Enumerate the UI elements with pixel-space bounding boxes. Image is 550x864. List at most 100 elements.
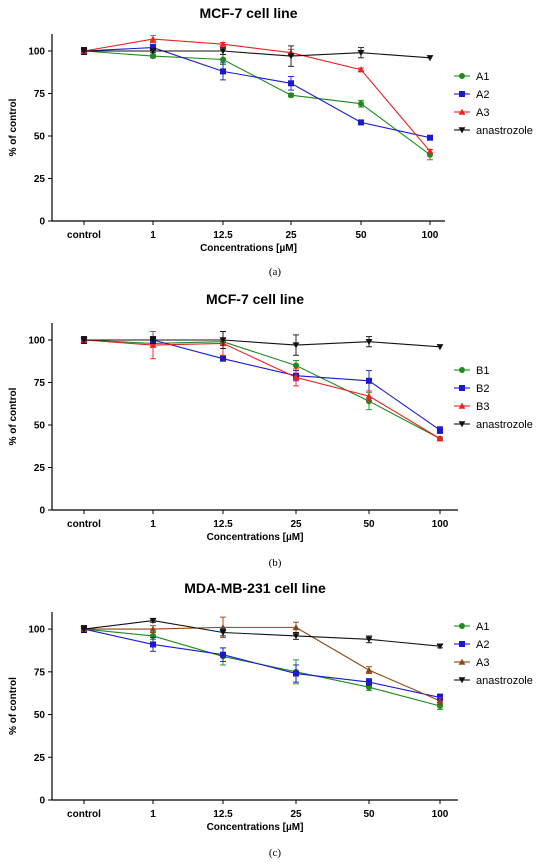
y-tick-label: 0 xyxy=(39,506,45,517)
data-point xyxy=(366,679,372,686)
y-tick-label: 100 xyxy=(28,336,45,347)
data-point xyxy=(366,377,372,384)
legend-label: B2 xyxy=(476,383,489,395)
legend-label: A3 xyxy=(476,107,489,119)
y-tick-label: 25 xyxy=(34,753,46,764)
data-point xyxy=(436,697,444,704)
y-axis-label: % of control xyxy=(8,98,19,156)
data-point xyxy=(293,670,299,677)
legend-marker xyxy=(459,91,465,97)
data-point xyxy=(150,53,156,60)
legend-marker xyxy=(458,108,466,115)
y-tick-label: 0 xyxy=(39,217,45,228)
series-A3 xyxy=(80,616,444,705)
data-point xyxy=(219,629,227,636)
legend-entry: anastrozole xyxy=(454,125,533,137)
data-point xyxy=(426,147,434,155)
data-point xyxy=(219,623,227,631)
data-point xyxy=(292,623,300,631)
data-point xyxy=(436,344,444,351)
data-point xyxy=(436,643,444,650)
legend-entry: A2 xyxy=(454,89,489,101)
series-A1 xyxy=(81,47,433,161)
series-line xyxy=(84,50,431,59)
panel-caption: (c) xyxy=(269,847,282,859)
x-tick-label: 25 xyxy=(290,809,302,820)
y-tick-label: 0 xyxy=(39,796,45,807)
series-line xyxy=(83,628,441,698)
panel-caption: (b) xyxy=(269,557,282,569)
data-point xyxy=(149,341,157,348)
y-axis-label: % of control xyxy=(8,387,19,445)
data-point xyxy=(220,56,226,63)
legend-marker xyxy=(459,385,465,391)
legend-entry: B3 xyxy=(454,401,489,413)
series-line xyxy=(84,339,441,348)
legend-marker xyxy=(459,623,465,629)
data-point xyxy=(219,337,227,344)
data-point xyxy=(288,92,294,99)
legend-label: A3 xyxy=(476,657,489,669)
chart-title: MCF-7 cell line xyxy=(206,291,304,307)
data-point xyxy=(365,636,373,643)
x-axis-label: Concentrations [µM] xyxy=(207,822,304,833)
data-point xyxy=(219,40,227,47)
y-tick-label: 75 xyxy=(34,89,46,100)
data-point xyxy=(80,48,88,55)
legend-label: anastrozole xyxy=(476,419,533,431)
series-line xyxy=(83,47,431,139)
legend-entry: A3 xyxy=(454,107,489,119)
x-tick-label: 12.5 xyxy=(213,809,233,820)
legend-label: A1 xyxy=(476,621,489,633)
series-anastrozole xyxy=(80,45,434,67)
chart-title: MCF-7 cell line xyxy=(199,5,297,21)
data-point xyxy=(149,617,157,624)
x-tick-label: control xyxy=(67,809,101,820)
x-tick-label: 1 xyxy=(150,809,156,820)
legend-entry: A3 xyxy=(454,657,489,669)
data-point xyxy=(149,625,157,632)
data-point xyxy=(365,338,373,346)
legend-marker xyxy=(458,421,466,428)
chart-3: MDA-MB-231 cell line 0 25 50 75 100 control 1 12… xyxy=(8,580,533,859)
panel-caption: (a) xyxy=(269,266,282,278)
x-tick-label: control xyxy=(67,230,101,241)
y-tick-label: 50 xyxy=(34,710,46,721)
chart-1: MCF-7 cell line 0 25 50 75 100 control 1 12.5 25 5… xyxy=(8,5,533,278)
data-point xyxy=(287,53,295,60)
legend-entry: anastrozole xyxy=(454,419,533,431)
x-axis-label: Concentrations [µM] xyxy=(200,243,297,254)
legend-marker xyxy=(458,677,466,684)
x-tick-label: 100 xyxy=(422,230,439,241)
legend-label: B1 xyxy=(476,365,489,377)
data-point xyxy=(288,80,294,87)
legend-entry: A1 xyxy=(454,71,489,83)
series-A2 xyxy=(81,625,443,702)
series-line xyxy=(84,626,441,702)
series-anastrozole xyxy=(80,617,444,650)
legend-label: B3 xyxy=(476,401,489,413)
y-tick-label: 100 xyxy=(28,625,45,636)
series-line xyxy=(83,50,431,156)
data-point xyxy=(426,55,434,62)
x-tick-label: 50 xyxy=(363,519,375,530)
data-point xyxy=(365,392,373,399)
data-point xyxy=(80,626,88,633)
legend-label: A2 xyxy=(476,89,489,101)
data-point xyxy=(358,100,364,107)
data-point xyxy=(357,49,365,57)
data-point xyxy=(220,651,226,658)
y-tick-label: 50 xyxy=(34,132,46,143)
chart-title: MDA-MB-231 cell line xyxy=(184,580,326,596)
series-line xyxy=(83,339,441,440)
x-tick-label: 100 xyxy=(432,519,449,530)
data-point xyxy=(150,44,156,51)
data-point xyxy=(437,427,443,434)
y-tick-label: 25 xyxy=(34,463,46,474)
data-point xyxy=(149,35,157,42)
data-point xyxy=(292,342,300,349)
x-tick-label: 1 xyxy=(150,230,156,241)
y-tick-label: 25 xyxy=(34,174,46,185)
data-point xyxy=(292,374,300,381)
data-point xyxy=(365,666,373,673)
